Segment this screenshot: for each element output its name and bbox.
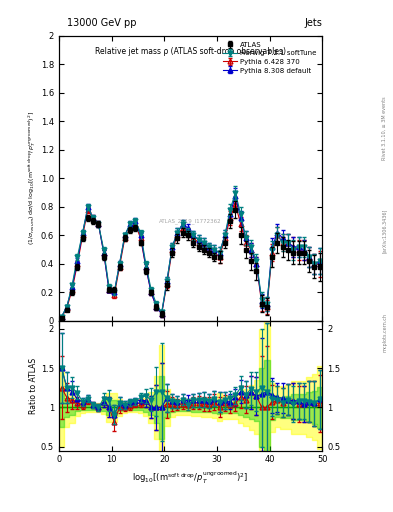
Text: Relative jet mass ρ (ATLAS soft-drop observables): Relative jet mass ρ (ATLAS soft-drop obs… <box>95 47 286 56</box>
Y-axis label: Ratio to ATLAS: Ratio to ATLAS <box>29 358 38 414</box>
X-axis label: log$_{10}$[(m$^{\rm soft\ drop}$/$p_T^{\rm ungroomed}$)$^2$]: log$_{10}$[(m$^{\rm soft\ drop}$/$p_T^{\… <box>132 470 249 486</box>
Legend: ATLAS, Herwig 7.2.1 softTune, Pythia 6.428 370, Pythia 8.308 default: ATLAS, Herwig 7.2.1 softTune, Pythia 6.4… <box>221 39 319 76</box>
Text: 13000 GeV pp: 13000 GeV pp <box>67 18 136 28</box>
Text: [arXiv:1306.3436]: [arXiv:1306.3436] <box>382 208 387 252</box>
Text: Jets: Jets <box>305 18 322 28</box>
Text: ATLAS_2019_I1772362: ATLAS_2019_I1772362 <box>159 218 222 224</box>
Text: mcplots.cern.ch: mcplots.cern.ch <box>382 313 387 352</box>
Y-axis label: $(1/\sigma_{resum})$ d$\sigma$/d log$_{10}$[(m$^{\rm soft\ drop}$/$p_T^{\rm ungr: $(1/\sigma_{resum})$ d$\sigma$/d log$_{1… <box>27 112 38 245</box>
Text: Rivet 3.1.10, ≥ 3M events: Rivet 3.1.10, ≥ 3M events <box>382 96 387 160</box>
